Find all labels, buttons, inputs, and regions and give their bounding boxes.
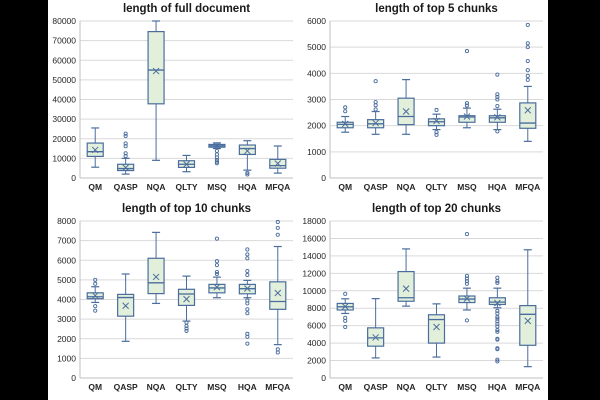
- svg-text:HQA: HQA: [238, 182, 257, 192]
- svg-text:60000: 60000: [52, 55, 76, 65]
- boxplot-canvas-top-5-chunks: length of top 5 chunks 0 1000 2000 3000 4000 5…: [307, 3, 543, 192]
- chart-top-10-chunks: length of top 10 chunks 0 1000 2000 3000 4000…: [48, 200, 298, 400]
- svg-text:3000: 3000: [57, 314, 76, 324]
- svg-text:MSQ: MSQ: [207, 382, 227, 392]
- svg-text:length of full document: length of full document: [123, 3, 250, 15]
- svg-text:QLTY: QLTY: [175, 182, 197, 192]
- svg-text:QM: QM: [338, 382, 352, 392]
- svg-text:QM: QM: [88, 382, 102, 392]
- svg-text:length of top 5 chunks: length of top 5 chunks: [375, 3, 498, 15]
- svg-text:4000: 4000: [307, 68, 326, 78]
- svg-text:2000: 2000: [307, 356, 326, 366]
- svg-text:5000: 5000: [57, 275, 76, 285]
- svg-text:3000: 3000: [307, 95, 326, 105]
- chart-full-document: length of full document 0 10000 20000 30000 4…: [48, 0, 298, 200]
- svg-text:0: 0: [321, 373, 326, 383]
- svg-text:MFQA: MFQA: [265, 382, 290, 392]
- charts-panel: length of full document 0 10000 20000 30000 4…: [48, 0, 548, 400]
- svg-text:20000: 20000: [52, 134, 76, 144]
- svg-text:MFQA: MFQA: [265, 182, 290, 192]
- svg-text:4000: 4000: [57, 295, 76, 305]
- svg-text:2000: 2000: [307, 121, 326, 131]
- svg-text:18000: 18000: [302, 216, 326, 226]
- svg-text:NQA: NQA: [397, 382, 416, 392]
- svg-text:QLTY: QLTY: [175, 382, 197, 392]
- svg-text:14000: 14000: [302, 251, 326, 261]
- svg-text:8000: 8000: [57, 216, 76, 226]
- svg-text:QLTY: QLTY: [425, 382, 447, 392]
- svg-text:40000: 40000: [52, 95, 76, 105]
- svg-text:MSQ: MSQ: [207, 182, 227, 192]
- svg-text:6000: 6000: [57, 255, 76, 265]
- svg-text:70000: 70000: [52, 36, 76, 46]
- svg-text:length of top 20 chunks: length of top 20 chunks: [372, 203, 501, 215]
- svg-text:HQA: HQA: [488, 382, 507, 392]
- svg-text:QLTY: QLTY: [425, 182, 447, 192]
- svg-text:6000: 6000: [307, 321, 326, 331]
- svg-text:1000: 1000: [57, 353, 76, 363]
- boxplot-canvas-full-document: length of full document 0 10000 20000 30000 4…: [52, 3, 293, 192]
- svg-text:NQA: NQA: [147, 382, 166, 392]
- svg-text:5000: 5000: [307, 42, 326, 52]
- chart-top-20-chunks: length of top 20 chunks 0 2000 4000 6000 8000…: [298, 200, 548, 400]
- svg-text:2000: 2000: [57, 334, 76, 344]
- svg-text:QASP: QASP: [364, 382, 388, 392]
- boxplot-canvas-top-20-chunks: length of top 20 chunks 0 2000 4000 6000 8000…: [302, 203, 543, 392]
- svg-text:0: 0: [71, 173, 76, 183]
- svg-text:10000: 10000: [302, 286, 326, 296]
- svg-text:QM: QM: [88, 182, 102, 192]
- svg-text:MFQA: MFQA: [515, 182, 540, 192]
- svg-text:10000: 10000: [52, 153, 76, 163]
- svg-text:6000: 6000: [307, 16, 326, 26]
- svg-text:16000: 16000: [302, 233, 326, 243]
- svg-text:8000: 8000: [307, 303, 326, 313]
- svg-text:4000: 4000: [307, 338, 326, 348]
- svg-text:30000: 30000: [52, 114, 76, 124]
- svg-text:12000: 12000: [302, 268, 326, 278]
- svg-text:MFQA: MFQA: [515, 382, 540, 392]
- svg-text:80000: 80000: [52, 16, 76, 26]
- svg-text:QASP: QASP: [364, 182, 388, 192]
- svg-text:HQA: HQA: [238, 382, 257, 392]
- svg-text:length of top 10 chunks: length of top 10 chunks: [122, 203, 251, 215]
- svg-text:QASP: QASP: [114, 182, 138, 192]
- svg-text:7000: 7000: [57, 236, 76, 246]
- boxplot-canvas-top-10-chunks: length of top 10 chunks 0 1000 2000 3000 4000…: [57, 203, 293, 392]
- svg-text:MSQ: MSQ: [457, 182, 477, 192]
- svg-text:QM: QM: [338, 182, 352, 192]
- svg-text:0: 0: [71, 373, 76, 383]
- svg-text:QASP: QASP: [114, 382, 138, 392]
- chart-top-5-chunks: length of top 5 chunks 0 1000 2000 3000 4000 5…: [298, 0, 548, 200]
- svg-text:NQA: NQA: [397, 182, 416, 192]
- svg-text:0: 0: [321, 173, 326, 183]
- svg-text:50000: 50000: [52, 75, 76, 85]
- svg-text:MSQ: MSQ: [457, 382, 477, 392]
- svg-text:NQA: NQA: [147, 182, 166, 192]
- svg-text:1000: 1000: [307, 147, 326, 157]
- svg-text:HQA: HQA: [488, 182, 507, 192]
